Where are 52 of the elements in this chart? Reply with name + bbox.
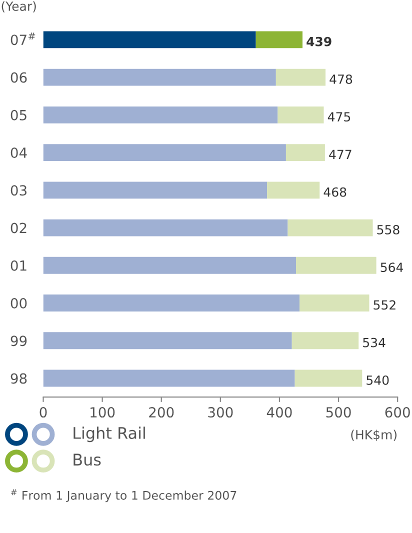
y-tick-label: 06: [10, 72, 27, 83]
bar: [276, 68, 326, 86]
x-tick-label: 300: [208, 407, 233, 418]
total-label: 558: [377, 224, 400, 234]
x-tick-label: 100: [90, 407, 115, 418]
total-label: 477: [329, 150, 352, 159]
bar: [288, 219, 373, 236]
x-tick-label: 600: [385, 407, 410, 418]
x-tick-label: 400: [266, 407, 292, 418]
total-label: 540: [366, 375, 389, 385]
bar: [43, 68, 276, 86]
total-label: 468: [324, 187, 346, 197]
bar: [43, 106, 278, 124]
bar: [43, 182, 268, 199]
x-tick-label: 0: [40, 407, 47, 418]
bar: [278, 106, 324, 124]
bar: [300, 294, 370, 312]
bar: [43, 31, 256, 48]
bar: [296, 256, 376, 274]
total-label: 439: [306, 36, 332, 46]
bar: [43, 144, 286, 161]
y-tick-label: 03: [10, 185, 26, 196]
legend-label: Bus: [74, 454, 101, 466]
bar: [43, 370, 295, 387]
bar: [43, 294, 300, 312]
total-label: 475: [328, 112, 350, 122]
bar: [43, 219, 288, 236]
bar: [294, 370, 362, 387]
y-tick-label: 07$^{#}$: [10, 32, 36, 46]
bar: [267, 182, 320, 199]
bar: [43, 332, 292, 350]
total-label: 534: [363, 338, 386, 348]
total-label: 564: [380, 262, 404, 272]
y-tick-label: 02: [10, 222, 26, 234]
x-axis-title: (HK$m): [351, 430, 397, 442]
legend-label: Light Rail: [74, 426, 145, 442]
y-tick-label: 98: [10, 373, 27, 384]
y-tick-label: 05: [10, 110, 26, 120]
total-label: 552: [374, 300, 396, 310]
x-tick-label: 200: [149, 407, 174, 418]
bar: [292, 332, 359, 350]
x-tick-label: 500: [326, 407, 351, 418]
bar: [286, 144, 325, 161]
y-tick-label: 04: [10, 148, 27, 158]
bar: [43, 256, 296, 274]
total-label: 478: [330, 74, 352, 84]
y-tick-label: 00: [10, 298, 27, 308]
bar: [256, 31, 303, 48]
y-tick-label: 01: [10, 260, 26, 271]
y-axis-title: (Year): [2, 1, 36, 12]
text: $^{#}$ From 1 January to 1 December 2007: [11, 489, 236, 502]
y-tick-label: 99: [10, 336, 27, 346]
